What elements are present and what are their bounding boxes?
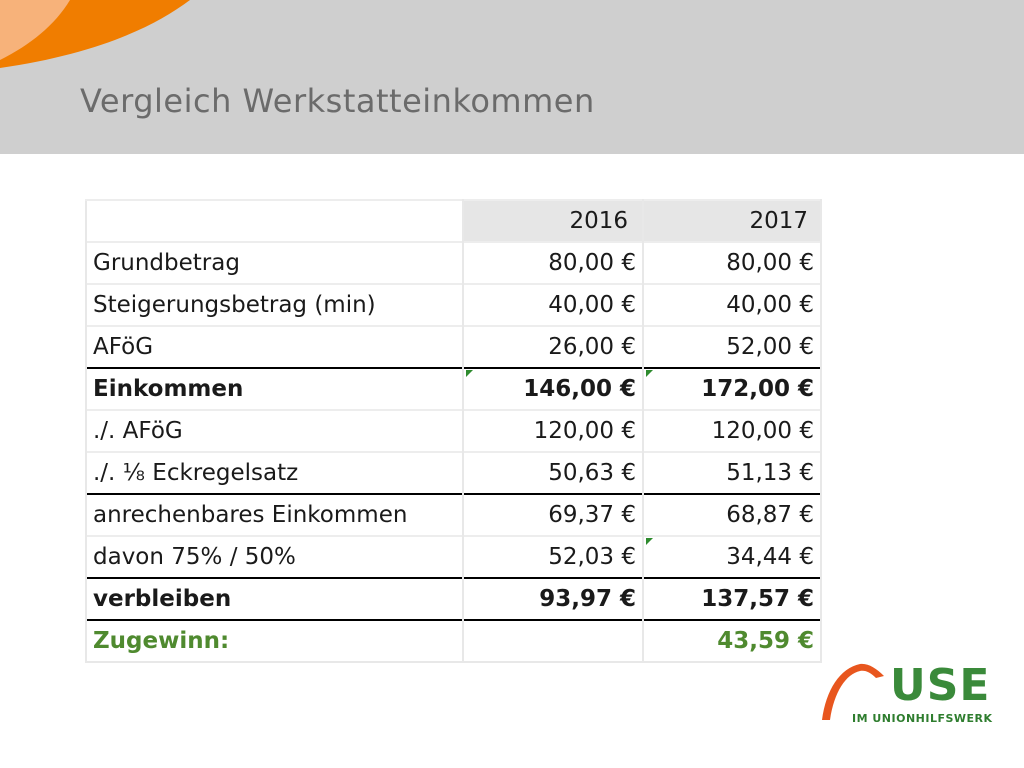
header-empty-cell [85,199,464,242]
value-2017: 34,44 € [642,535,822,578]
value-2016: 146,00 € [462,367,644,410]
value-2017: 43,59 € [642,619,822,663]
use-logo: USE IM UNIONHILFSWERK [818,660,1008,732]
green-corner-marker-icon [646,538,653,545]
value-2016: 80,00 € [462,241,644,284]
value-2016 [462,619,644,663]
value-2016: 120,00 € [462,409,644,452]
table-row: ./. ⅛ Eckregelsatz 50,63 € 51,13 € [85,451,822,494]
row-label: verbleiben [85,577,464,620]
value-2016: 40,00 € [462,283,644,326]
table-row-einkommen: Einkommen 146,00 € 172,00 € [85,367,822,410]
header-year-2016: 2016 [462,199,644,242]
row-label: Einkommen [85,367,464,410]
slide-header: Vergleich Werkstatteinkommen [0,0,1024,154]
value-2016: 50,63 € [462,451,644,494]
table-row: davon 75% / 50% 52,03 € 34,44 € [85,535,822,578]
value-2017: 120,00 € [642,409,822,452]
table-row-verbleiben: verbleiben 93,97 € 137,57 € [85,577,822,620]
value-2016: 93,97 € [462,577,644,620]
table-row-zugewinn: Zugewinn: 43,59 € [85,619,822,663]
value-2017: 40,00 € [642,283,822,326]
roof-arch-icon [822,663,884,720]
row-label: ./. AFöG [85,409,464,452]
row-label: davon 75% / 50% [85,535,464,578]
row-label: Steigerungsbetrag (min) [85,283,464,326]
header-year-2017: 2017 [642,199,822,242]
table-row: Steigerungsbetrag (min) 40,00 € 40,00 € [85,283,822,326]
value-2017: 52,00 € [642,325,822,368]
green-corner-marker-icon [466,370,473,377]
table-row: ./. AFöG 120,00 € 120,00 € [85,409,822,452]
value-2017: 51,13 € [642,451,822,494]
value-2016: 26,00 € [462,325,644,368]
value-2017: 172,00 € [642,367,822,410]
value-2017: 80,00 € [642,241,822,284]
slide-title: Vergleich Werkstatteinkommen [80,82,595,120]
row-label: ./. ⅛ Eckregelsatz [85,451,464,494]
row-label: AFöG [85,325,464,368]
value-2016: 52,03 € [462,535,644,578]
table-row: Grundbetrag 80,00 € 80,00 € [85,241,822,284]
value-2017: 68,87 € [642,493,822,536]
row-label: Zugewinn: [85,619,464,663]
table-row: anrechenbares Einkommen 69,37 € 68,87 € [85,493,822,536]
logo-wordmark: USE [890,660,991,711]
table-header-row: 2016 2017 [85,199,822,242]
table-row: AFöG 26,00 € 52,00 € [85,325,822,368]
value-2016: 69,37 € [462,493,644,536]
row-label: anrechenbares Einkommen [85,493,464,536]
orange-swoosh-decoration [0,0,190,68]
row-label: Grundbetrag [85,241,464,284]
logo-subtitle: IM UNIONHILFSWERK [852,712,993,725]
value-2017: 137,57 € [642,577,822,620]
income-comparison-table: 2016 2017 Grundbetrag 80,00 € 80,00 € St… [85,199,822,663]
green-corner-marker-icon [646,370,653,377]
